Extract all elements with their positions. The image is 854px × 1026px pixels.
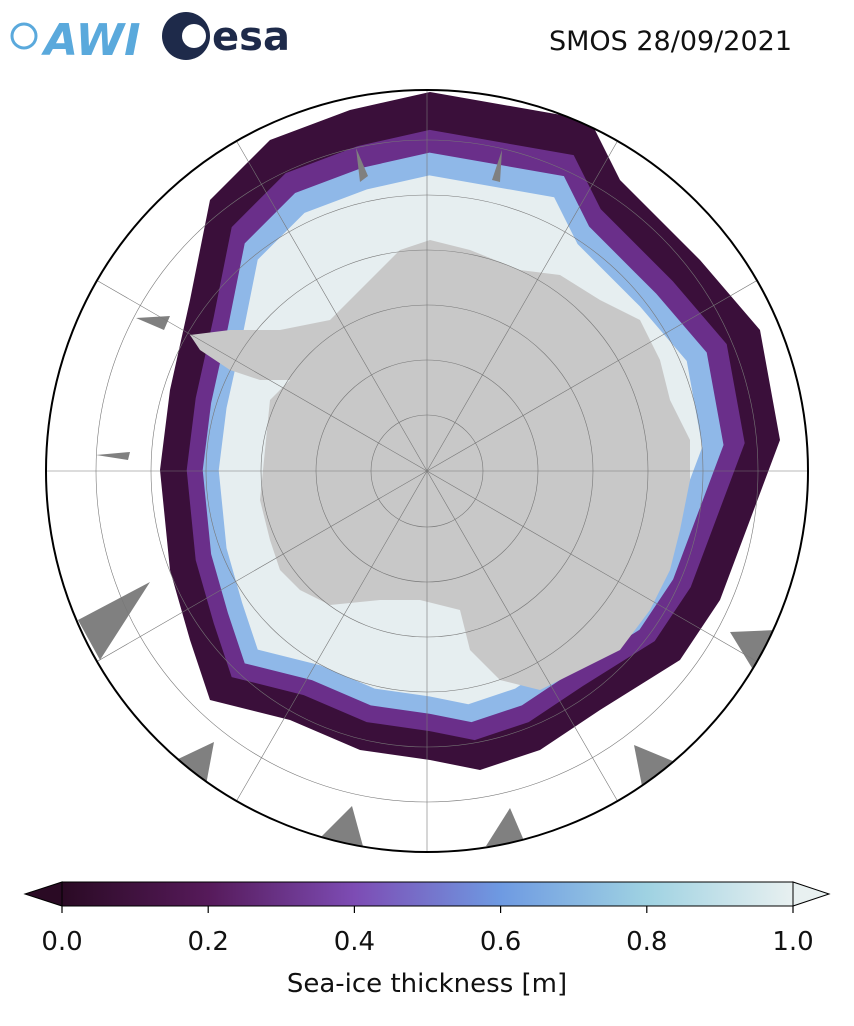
colorbar-bar [61, 881, 794, 907]
colorbar-tick-label: 1.0 [772, 927, 813, 957]
meridian [426, 124, 628, 472]
map-title: SMOS 28/09/2021 [549, 26, 792, 57]
colorbar-tick-label: 0.8 [626, 927, 667, 957]
colorbar-tick-label: 0.4 [334, 927, 375, 957]
colorbar: Sea-ice thickness [m] 0.0 0.2 0.4 0.6 0.8 1.0 [23, 881, 831, 999]
meridian [226, 124, 428, 472]
meridian [426, 470, 628, 818]
map [46, 90, 808, 852]
colorbar-tick-label: 0.6 [480, 927, 521, 957]
colorbar-tick-label: 0.0 [41, 927, 82, 957]
meridian [226, 470, 428, 818]
awi-logo: AWI [10, 15, 141, 66]
esa-logo: esa [162, 12, 290, 60]
colorbar-extend-high [792, 881, 831, 907]
colorbar-label: Sea-ice thickness [m] [287, 969, 567, 999]
meridian [426, 470, 774, 672]
colorbar-extend-low [23, 881, 63, 907]
meridian [80, 270, 428, 472]
logo-text: AWI [41, 15, 141, 66]
meridian [80, 470, 428, 672]
graticule [46, 90, 808, 852]
islands [78, 148, 776, 850]
colorbar-tick-label: 0.2 [188, 927, 229, 957]
meridian [426, 270, 774, 472]
antarctica [190, 240, 690, 690]
logo-text: esa [212, 14, 290, 60]
map-border [45, 89, 809, 853]
